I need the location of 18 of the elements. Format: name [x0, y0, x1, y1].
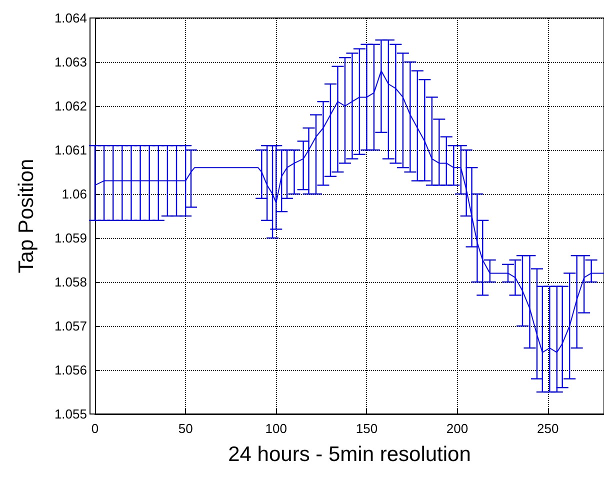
y-tick-label: 1.057 — [54, 318, 87, 334]
y-tick-label: 1.064 — [54, 10, 87, 26]
x-tick-label: 150 — [356, 421, 378, 436]
y-tick-label: 1.055 — [54, 406, 87, 422]
x-axis-title: 24 hours - 5min resolution — [228, 443, 471, 466]
y-tick-label: 1.063 — [54, 54, 87, 70]
x-tick-label: 50 — [178, 421, 193, 436]
y-tick-label: 1.062 — [54, 98, 87, 114]
x-tick-label: 100 — [265, 421, 287, 436]
y-tick-label: 1.061 — [54, 142, 87, 158]
y-tick-label: 1.056 — [54, 362, 87, 378]
y-axis-title: Tap Position — [15, 158, 38, 274]
y-tick-label: 1.059 — [54, 230, 87, 246]
y-tick-label: 1.06 — [62, 186, 87, 202]
x-tick-label: 200 — [446, 421, 468, 436]
x-tick-label: 250 — [536, 421, 559, 436]
x-tick-label: 0 — [91, 421, 99, 436]
y-tick-label: 1.058 — [54, 274, 87, 290]
